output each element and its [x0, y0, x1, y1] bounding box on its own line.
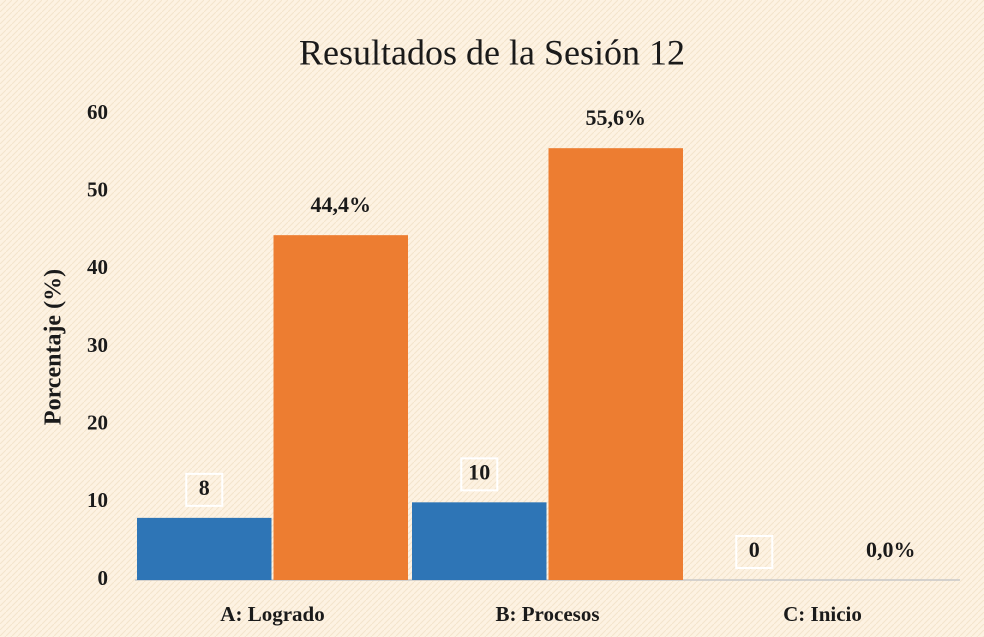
data-label: 0: [749, 537, 760, 562]
bar: [412, 502, 547, 580]
y-tick-label: 0: [98, 566, 109, 590]
chart-title: Resultados de la Sesión 12: [299, 32, 685, 72]
x-tick-label: C: Inicio: [783, 602, 862, 626]
bar: [273, 235, 408, 580]
x-tick-label: B: Procesos: [495, 602, 599, 626]
label-box: [735, 535, 774, 569]
y-tick-label: 30: [87, 333, 108, 357]
data-label: 8: [199, 475, 210, 500]
y-axis-label: Porcentaje (%): [41, 269, 67, 425]
data-label: 44,4%: [311, 192, 372, 217]
y-tick-label: 40: [87, 255, 108, 279]
y-tick-label: 20: [87, 410, 108, 434]
label-box: [460, 457, 499, 492]
bar: [548, 148, 683, 580]
data-label: 55,6%: [586, 105, 647, 130]
y-tick-label: 50: [87, 177, 108, 201]
x-tick-label: A: Logrado: [220, 602, 324, 626]
data-label: 0,0%: [866, 537, 916, 562]
bar: [137, 517, 272, 580]
data-label: 10: [468, 459, 490, 484]
y-tick-label: 10: [87, 488, 108, 512]
y-tick-label: 60: [87, 100, 108, 124]
label-box: [185, 472, 224, 507]
